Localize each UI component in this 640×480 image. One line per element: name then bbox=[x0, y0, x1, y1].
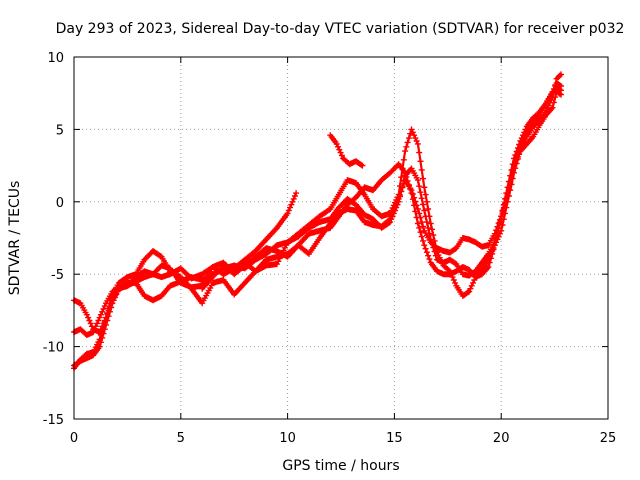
series-4 bbox=[71, 80, 564, 372]
y-tick-label: -15 bbox=[43, 413, 64, 428]
chart-title: Day 293 of 2023, Sidereal Day-to-day VTE… bbox=[56, 21, 625, 37]
data-series bbox=[71, 71, 564, 372]
series-markers bbox=[71, 71, 564, 338]
x-axis-label: GPS time / hours bbox=[282, 458, 399, 474]
x-tick-label: 10 bbox=[279, 431, 296, 446]
x-tick-label: 15 bbox=[386, 431, 403, 446]
y-axis-label: SDTVAR / TECUs bbox=[7, 181, 23, 296]
series-2 bbox=[71, 71, 564, 338]
plot-frame bbox=[73, 56, 609, 420]
series-5 bbox=[199, 190, 300, 292]
x-tick-label: 20 bbox=[493, 431, 510, 446]
y-tick-label: 0 bbox=[56, 196, 64, 211]
y-tick-label: 5 bbox=[56, 123, 64, 138]
y-tick-label: -10 bbox=[43, 341, 64, 356]
y-tick-label: -5 bbox=[51, 268, 64, 283]
series-markers bbox=[199, 190, 300, 292]
x-tick-label: 25 bbox=[600, 431, 617, 446]
x-tick-label: 0 bbox=[70, 431, 78, 446]
axis-ticks: 0 5 10 15 20 25 -15 -10 -5 0 5 10 bbox=[43, 51, 617, 446]
series-markers bbox=[71, 80, 564, 372]
series-markers bbox=[327, 132, 366, 169]
x-tick-label: 5 bbox=[177, 431, 185, 446]
grid-lines bbox=[74, 57, 608, 419]
series-6 bbox=[327, 132, 366, 169]
y-tick-label: 10 bbox=[47, 51, 64, 66]
